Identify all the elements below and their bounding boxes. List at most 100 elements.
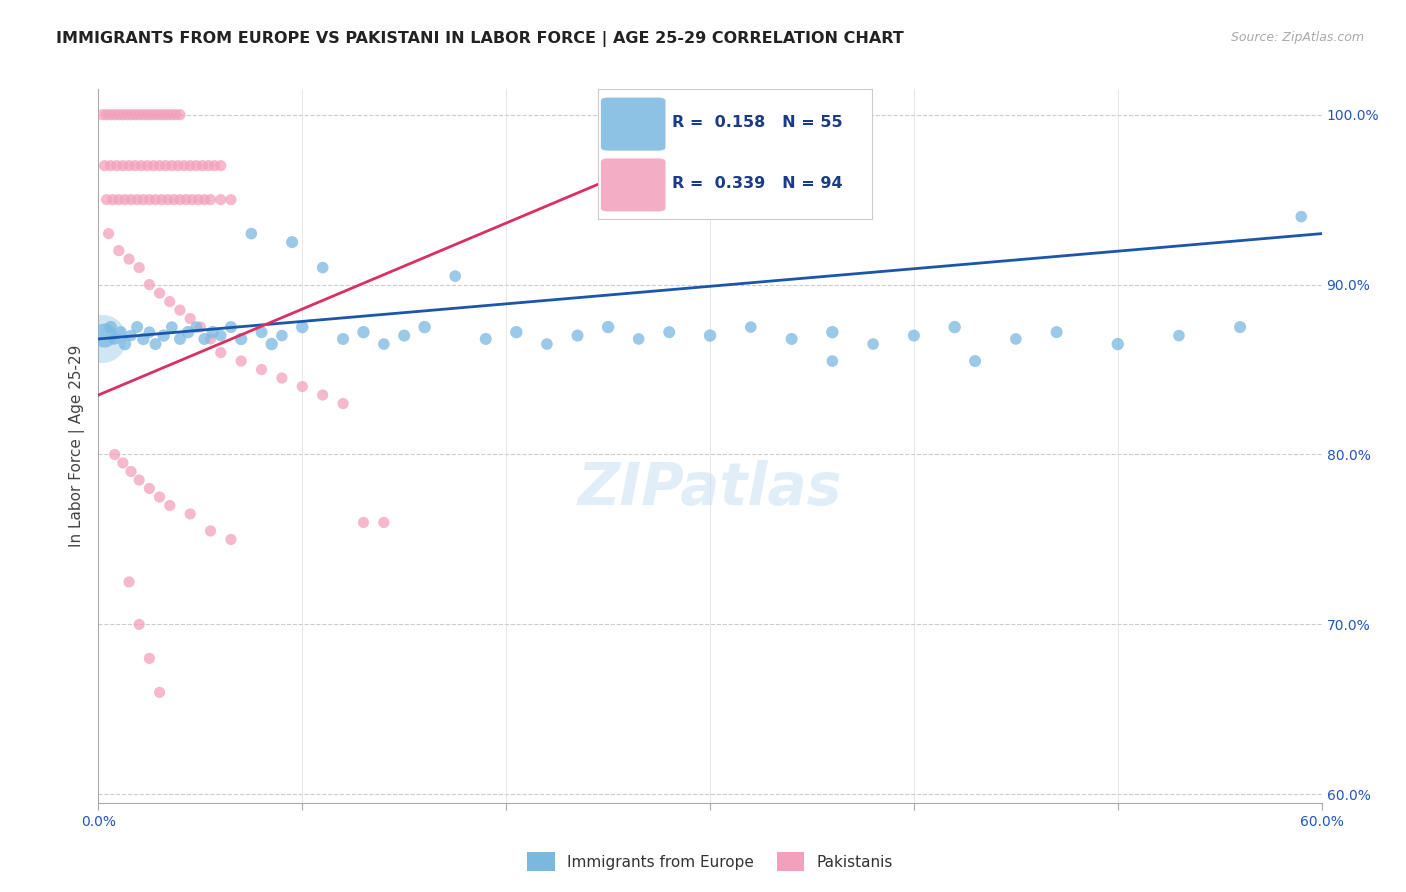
FancyBboxPatch shape [600,97,666,152]
Point [821,354,844,368]
Point [149,108,172,122]
Y-axis label: In Labor Force | Age 25-29: In Labor Force | Age 25-29 [69,345,84,547]
Point [101,193,124,207]
Point [332,332,354,346]
Point [132,193,155,207]
Text: Source: ZipAtlas.com: Source: ZipAtlas.com [1230,31,1364,45]
Point [138,325,160,339]
Point [197,159,219,173]
Point [169,303,191,318]
Point [118,252,141,266]
Point [124,108,146,122]
Point [201,325,224,339]
Point [108,244,131,258]
Point [120,328,142,343]
Point [160,108,183,122]
Point [156,108,179,122]
Point [204,159,226,173]
Point [699,328,721,343]
Point [105,159,128,173]
Point [169,332,191,346]
Point [1045,325,1069,339]
Point [209,328,232,343]
Point [191,159,214,173]
Point [413,320,436,334]
Point [149,490,172,504]
Point [567,328,589,343]
Point [149,286,172,301]
Text: R =  0.158   N = 55: R = 0.158 N = 55 [672,115,842,130]
Point [219,320,242,334]
Point [96,193,118,207]
Point [1291,210,1313,224]
Point [536,337,558,351]
Point [156,193,179,207]
Point [1107,337,1129,351]
Point [120,193,142,207]
Point [124,159,146,173]
Point [93,159,115,173]
Point [219,193,242,207]
Point [373,516,395,530]
Point [142,159,165,173]
Point [100,159,122,173]
Point [97,227,120,241]
Point [115,108,138,122]
Point [219,533,242,547]
Point [209,193,232,207]
Point [270,328,294,343]
Point [138,482,160,496]
Point [352,325,374,339]
Point [270,371,294,385]
Point [138,193,160,207]
Point [163,193,186,207]
Point [129,159,152,173]
Point [173,159,195,173]
Point [352,516,374,530]
Point [903,328,925,343]
Legend: Immigrants from Europe, Pakistanis: Immigrants from Europe, Pakistanis [522,847,898,877]
Point [193,332,215,346]
Point [149,685,172,699]
Point [104,108,127,122]
Point [181,193,204,207]
Point [108,108,131,122]
Point [598,320,620,334]
Point [1229,320,1251,334]
Point [145,193,167,207]
Point [179,507,201,521]
Point [152,108,174,122]
Point [231,354,253,368]
Point [658,325,681,339]
FancyBboxPatch shape [600,158,666,212]
Point [627,332,650,346]
Point [111,159,134,173]
Point [174,193,197,207]
Point [110,325,132,339]
Point [200,332,222,346]
Point [152,328,174,343]
Point [231,332,253,346]
Point [200,524,222,538]
Point [128,260,150,275]
Point [120,108,142,122]
Text: ZIPatlas: ZIPatlas [578,460,842,517]
Point [138,651,160,665]
Point [136,108,159,122]
Point [240,227,263,241]
Point [780,332,803,346]
Point [114,337,136,351]
Point [132,332,155,346]
Point [312,260,335,275]
Point [111,456,134,470]
Point [965,354,987,368]
Point [111,108,134,122]
Point [179,311,201,326]
Point [312,388,335,402]
Point [93,328,115,343]
Point [96,108,118,122]
Point [281,235,304,249]
Point [332,396,354,410]
Point [127,193,149,207]
Point [128,108,150,122]
